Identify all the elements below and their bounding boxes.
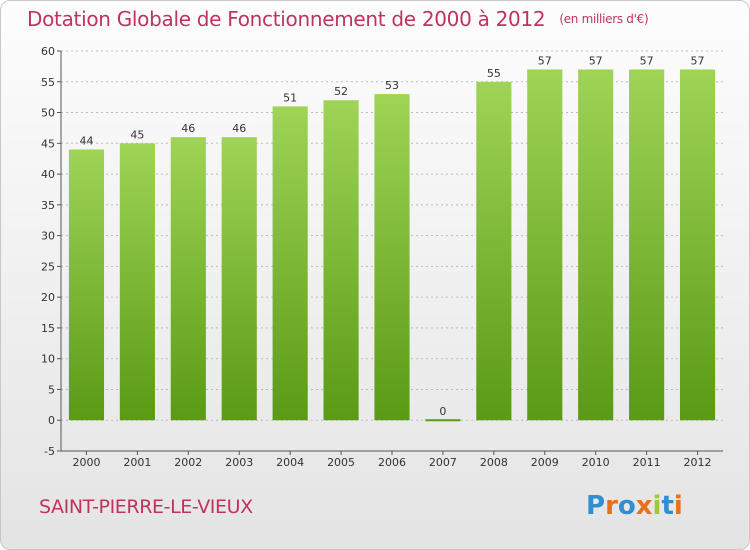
y-tick-label: 10 — [41, 353, 55, 366]
bar — [578, 69, 614, 421]
logo-letter: i — [652, 491, 662, 521]
bar-value-label: 44 — [79, 134, 93, 147]
logo-letter: x — [635, 491, 653, 521]
bar — [68, 149, 105, 421]
logo-letter: i — [673, 491, 683, 521]
bar — [374, 94, 410, 421]
bar — [476, 81, 512, 421]
x-tick-label: 2007 — [429, 456, 457, 469]
y-tick-label: 40 — [41, 168, 55, 181]
y-tick-label: 5 — [48, 383, 55, 396]
y-tick-label: 35 — [41, 199, 55, 212]
logo-letter: o — [617, 491, 636, 521]
x-tick-label: 2002 — [174, 456, 202, 469]
commune-name: SAINT-PIERRE-LE-VIEUX — [39, 496, 253, 518]
bar-value-label: 57 — [691, 54, 705, 67]
y-tick-label: 0 — [48, 414, 55, 427]
y-tick-label: 55 — [41, 76, 55, 89]
bar-value-label: 51 — [283, 91, 297, 104]
logo-letter: r — [605, 491, 618, 521]
x-tick-label: 2011 — [633, 456, 661, 469]
y-tick-label: 60 — [41, 45, 55, 58]
bar-value-label: 55 — [487, 67, 501, 80]
proxiti-logo: Proxiti — [586, 491, 683, 521]
x-tick-label: 2006 — [378, 456, 406, 469]
chart-subtitle: (en milliers d'€) — [559, 12, 649, 26]
logo-letter: t — [661, 491, 674, 521]
bar — [119, 143, 155, 421]
chart-title: Dotation Globale de Fonctionnement de 20… — [27, 7, 649, 31]
y-tick-label: 25 — [41, 260, 55, 273]
x-tick-label: 2000 — [72, 456, 100, 469]
bar — [629, 69, 665, 421]
y-tick-label: 20 — [41, 291, 55, 304]
y-tick-label: 15 — [41, 322, 55, 335]
x-tick-label: 2009 — [531, 456, 559, 469]
bar — [679, 69, 716, 421]
x-tick-label: 2001 — [123, 456, 151, 469]
x-tick-label: 2008 — [480, 456, 508, 469]
x-tick-label: 2003 — [225, 456, 253, 469]
y-tick-label: 45 — [41, 137, 55, 150]
x-tick-label: 2004 — [276, 456, 304, 469]
x-tick-label: 2010 — [582, 456, 610, 469]
bar — [272, 106, 308, 421]
bar-value-label: 0 — [439, 405, 446, 418]
y-tick-label: -5 — [44, 445, 55, 458]
y-tick-label: 50 — [41, 107, 55, 120]
bar — [527, 69, 563, 421]
bar-value-label: 57 — [589, 54, 603, 67]
bar-value-label: 45 — [130, 128, 144, 141]
bar-value-label: 46 — [232, 122, 246, 135]
bar-value-label: 46 — [181, 122, 195, 135]
x-tick-label: 2005 — [327, 456, 355, 469]
bar-value-label: 57 — [538, 54, 552, 67]
logo-letter: P — [586, 491, 606, 521]
chart-title-text: Dotation Globale de Fonctionnement de 20… — [27, 7, 546, 31]
bar-value-label: 57 — [640, 54, 654, 67]
bar — [323, 100, 359, 421]
x-tick-label: 2012 — [684, 456, 712, 469]
y-tick-label: 30 — [41, 230, 55, 243]
bar-value-label: 53 — [385, 79, 399, 92]
bar — [221, 137, 257, 421]
bar-value-label: 52 — [334, 85, 348, 98]
bar — [170, 137, 206, 421]
